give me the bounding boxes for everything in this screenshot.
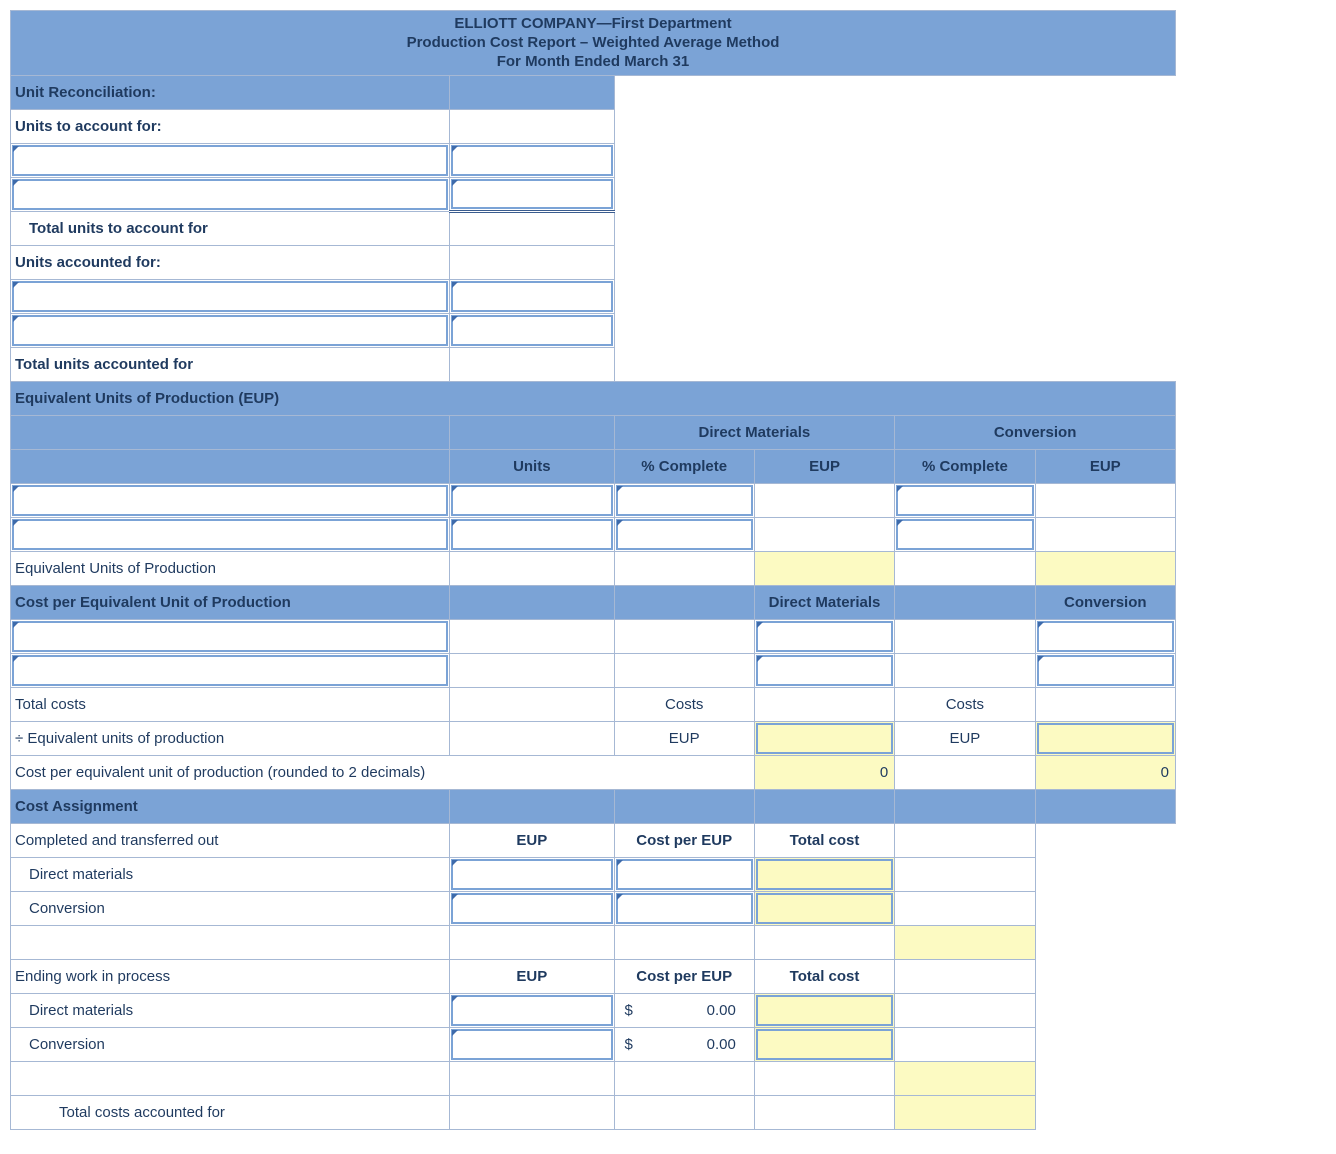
- col-ewip-total-cost: Total cost: [754, 960, 894, 994]
- cell-ewip-cv-cpeu: $ 0.00: [614, 1028, 754, 1062]
- title-line-2: Production Cost Report – Weighted Averag…: [11, 34, 1175, 53]
- cell-ewip-subtotal: [895, 1062, 1035, 1096]
- col-ewip-cost-per-eup: Cost per EUP: [614, 960, 754, 994]
- input-ct-cv-eup[interactable]: [450, 892, 614, 926]
- label-ending-wip: Ending work in process: [11, 960, 450, 994]
- cell-ewip-cv-total: [754, 1028, 894, 1062]
- cell-eup-dm-2: [754, 518, 894, 552]
- col-cpeu-cv: Conversion: [1035, 586, 1175, 620]
- input-units-account-desc-2[interactable]: [11, 178, 450, 212]
- input-cpeu-dm-1[interactable]: [754, 620, 894, 654]
- cell-total-units-to-account-for: [450, 212, 614, 246]
- cell-ct-subtotal: [895, 926, 1035, 960]
- col-dm-pct: % Complete: [614, 450, 754, 484]
- input-cpeu-cv-2[interactable]: [1035, 654, 1175, 688]
- input-units-account-qty-1[interactable]: [450, 144, 614, 178]
- input-units-account-desc-1[interactable]: [11, 144, 450, 178]
- cell-eup-cv-1: [1035, 484, 1175, 518]
- input-ewip-cv-eup[interactable]: [450, 1028, 614, 1062]
- label-ewip-dm: Direct materials: [11, 994, 450, 1028]
- cell-eup-cv-total: [1035, 552, 1175, 586]
- input-units-accounted-qty-1[interactable]: [450, 280, 614, 314]
- col-cv-eup: EUP: [1035, 450, 1175, 484]
- col-conversion: Conversion: [895, 416, 1176, 450]
- cell-ct-cv-total: [754, 892, 894, 926]
- label-total-costs-accounted: Total costs accounted for: [11, 1096, 450, 1130]
- label-eup-dm: EUP: [614, 722, 754, 756]
- col-ca-total-cost: Total cost: [754, 824, 894, 858]
- col-direct-materials: Direct Materials: [614, 416, 895, 450]
- input-ct-cv-cpeu[interactable]: [614, 892, 754, 926]
- section-eup: Equivalent Units of Production (EUP): [11, 382, 1176, 416]
- col-ewip-eup: EUP: [450, 960, 614, 994]
- label-units-to-account-for: Units to account for:: [11, 110, 450, 144]
- input-eup-cv-pct-2[interactable]: [895, 518, 1035, 552]
- col-cpeu-dm: Direct Materials: [754, 586, 894, 620]
- col-dm-eup: EUP: [754, 450, 894, 484]
- cell-grand-total: [895, 1096, 1035, 1130]
- title-line-3: For Month Ended March 31: [11, 53, 1175, 72]
- input-eup-units-1[interactable]: [450, 484, 614, 518]
- section-cost-assignment: Cost Assignment: [11, 790, 450, 824]
- input-cpeu-dm-2[interactable]: [754, 654, 894, 688]
- cell-eup-cv-2: [1035, 518, 1175, 552]
- zero-value: 0.00: [707, 1002, 736, 1019]
- cell-cpeu-cv-eup: [1035, 722, 1175, 756]
- report-title: ELLIOTT COMPANY—First Department Product…: [11, 11, 1176, 76]
- input-eup-units-2[interactable]: [450, 518, 614, 552]
- cell-ewip-dm-total: [754, 994, 894, 1028]
- col-ca-eup: EUP: [450, 824, 614, 858]
- input-ct-dm-eup[interactable]: [450, 858, 614, 892]
- input-ct-dm-cpeu[interactable]: [614, 858, 754, 892]
- label-eup-cv: EUP: [895, 722, 1035, 756]
- section-cost-per-eup: Cost per Equivalent Unit of Production: [11, 586, 450, 620]
- label-ct-dm: Direct materials: [11, 858, 450, 892]
- label-ct-cv: Conversion: [11, 892, 450, 926]
- label-costs-dm: Costs: [614, 688, 754, 722]
- input-cpeu-cv-1[interactable]: [1035, 620, 1175, 654]
- input-units-accounted-desc-2[interactable]: [11, 314, 450, 348]
- input-eup-desc-2[interactable]: [11, 518, 450, 552]
- label-total-units-to-account-for: Total units to account for: [11, 212, 450, 246]
- cell-cpeu-cv-result: 0: [1035, 756, 1175, 790]
- label-ewip-cv: Conversion: [11, 1028, 450, 1062]
- input-units-account-qty-2[interactable]: [450, 178, 614, 212]
- input-units-accounted-desc-1[interactable]: [11, 280, 450, 314]
- input-eup-dm-pct-2[interactable]: [614, 518, 754, 552]
- col-units: Units: [450, 450, 614, 484]
- cell-eup-dm-total: [754, 552, 894, 586]
- zero-value: 0.00: [707, 1036, 736, 1053]
- input-units-accounted-qty-2[interactable]: [450, 314, 614, 348]
- input-cpeu-desc-1[interactable]: [11, 620, 450, 654]
- cell-ct-dm-total: [754, 858, 894, 892]
- label-costs-cv: Costs: [895, 688, 1035, 722]
- cell-cpeu-dm-result: 0: [754, 756, 894, 790]
- title-line-1: ELLIOTT COMPANY—First Department: [11, 15, 1175, 34]
- input-cpeu-desc-2[interactable]: [11, 654, 450, 688]
- cell-total-units-accounted-for: [450, 348, 614, 382]
- input-eup-dm-pct-1[interactable]: [614, 484, 754, 518]
- cell-ewip-dm-cpeu: $ 0.00: [614, 994, 754, 1028]
- cell-eup-dm-1: [754, 484, 894, 518]
- cell-cpeu-dm-eup: [754, 722, 894, 756]
- label-completed-transferred: Completed and transferred out: [11, 824, 450, 858]
- label-eup-total: Equivalent Units of Production: [11, 552, 450, 586]
- label-divide-eup: ÷ Equivalent units of production: [11, 722, 450, 756]
- label-total-costs: Total costs: [11, 688, 450, 722]
- col-ca-cost-per-eup: Cost per EUP: [614, 824, 754, 858]
- label-cost-per-eup-rounded: Cost per equivalent unit of production (…: [11, 756, 755, 790]
- input-eup-cv-pct-1[interactable]: [895, 484, 1035, 518]
- label-total-units-accounted-for: Total units accounted for: [11, 348, 450, 382]
- section-unit-reconciliation: Unit Reconciliation:: [11, 76, 450, 110]
- label-units-accounted-for: Units accounted for:: [11, 246, 450, 280]
- dollar-sign: $: [625, 1036, 633, 1053]
- input-eup-desc-1[interactable]: [11, 484, 450, 518]
- col-cv-pct: % Complete: [895, 450, 1035, 484]
- dollar-sign: $: [625, 1002, 633, 1019]
- production-cost-report-table: ELLIOTT COMPANY—First Department Product…: [10, 10, 1176, 1130]
- input-ewip-dm-eup[interactable]: [450, 994, 614, 1028]
